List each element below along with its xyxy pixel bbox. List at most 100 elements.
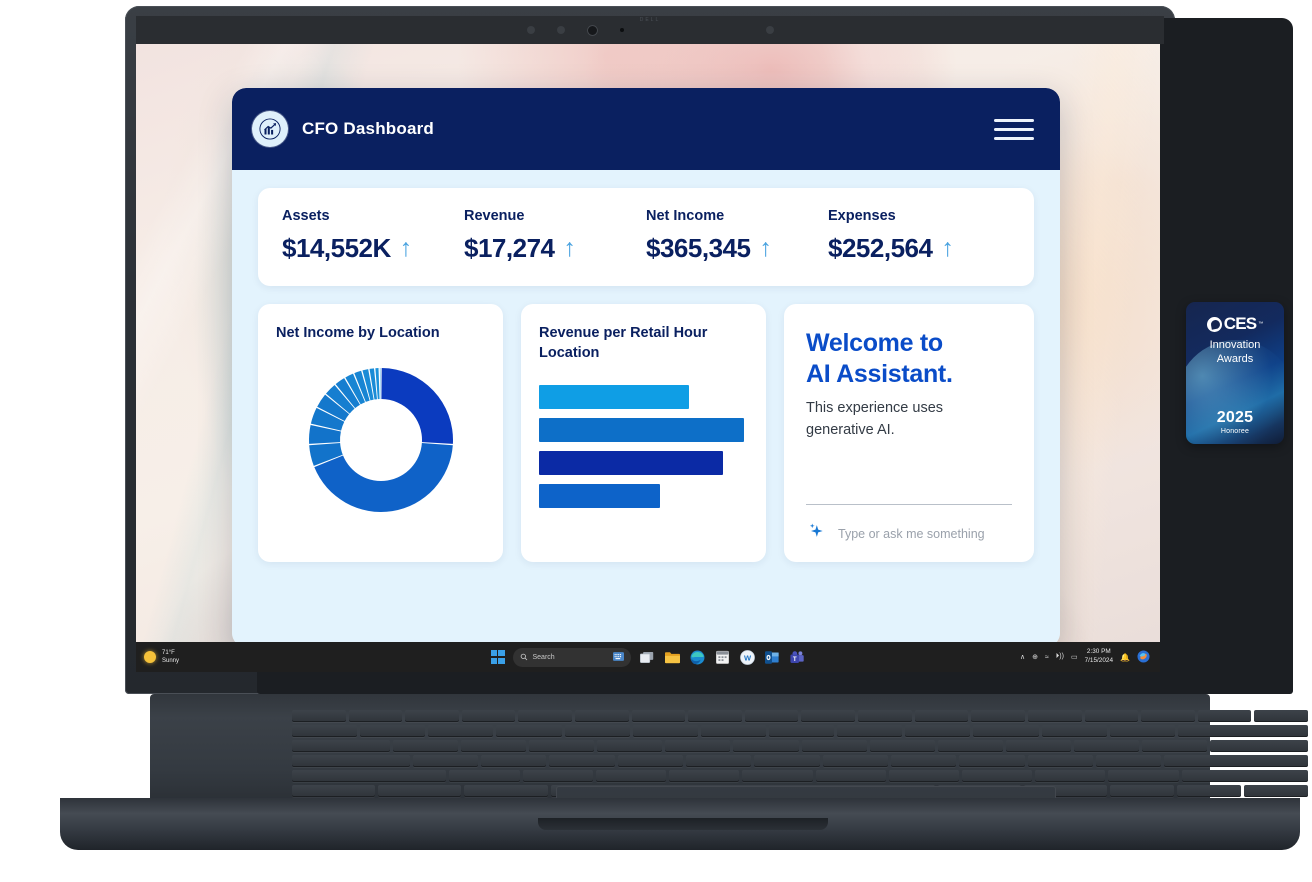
keyboard-key[interactable] [1074,740,1140,752]
keyboard-key[interactable] [1244,785,1309,797]
copilot-icon[interactable] [1137,649,1150,665]
keyboard-key[interactable] [575,710,629,722]
keyboard-key[interactable] [959,755,1025,767]
keyboard-key[interactable] [1084,710,1139,722]
donut-segment[interactable] [379,367,381,399]
keyboard-key[interactable] [1005,740,1072,752]
keyboard-key[interactable] [685,755,752,767]
keyboard-key[interactable] [858,710,912,722]
keyboard-key[interactable] [392,740,458,752]
keyboard-key[interactable] [522,770,593,782]
keyboard-key[interactable] [549,755,615,767]
keyboard-key[interactable] [1027,710,1082,722]
keyboard-key[interactable] [669,770,740,782]
taskbar-weather-widget[interactable]: 71°F Sunny [144,649,179,665]
keyboard-key[interactable] [888,770,959,782]
keyboard-key[interactable] [597,740,663,752]
keyboard-key[interactable] [292,785,376,797]
keyboard-key[interactable] [1142,740,1208,752]
keyboard-key[interactable] [754,755,820,767]
donut-segment[interactable] [308,424,341,444]
donut-segment[interactable] [316,394,349,421]
network-icon[interactable]: ⊕ [1032,654,1038,661]
donut-segment[interactable] [313,442,453,512]
word-icon[interactable]: W [739,649,756,666]
keyboard-key[interactable] [815,770,886,782]
keyboard-key[interactable] [837,725,903,737]
keyboard-key[interactable] [1109,725,1175,737]
keyboard-key[interactable] [1095,755,1162,767]
outlook-icon[interactable] [764,649,781,666]
wifi-icon[interactable]: ≈ [1044,653,1049,661]
keyboard-key[interactable] [1197,710,1252,722]
keyboard-key[interactable] [464,785,548,797]
donut-segment[interactable] [335,377,360,408]
keyboard-key[interactable] [768,725,835,737]
keyboard-key[interactable] [962,770,1033,782]
keyboard-key[interactable] [1254,710,1308,722]
keyboard-key[interactable] [937,740,1003,752]
keyboard-key[interactable] [617,755,683,767]
keyboard-key[interactable] [378,785,462,797]
keyboard-key[interactable] [292,725,358,737]
keyboard-key[interactable] [449,770,520,782]
donut-segment[interactable] [361,368,374,400]
keyboard-key[interactable] [564,725,630,737]
volume-icon[interactable]: ⏵)) [1055,653,1064,660]
keyboard-key[interactable] [973,725,1039,737]
bar-chart-bar[interactable] [539,451,723,476]
keyboard-key[interactable] [688,710,742,722]
keyboard-key[interactable] [1041,725,1107,737]
donut-segment[interactable] [308,442,343,466]
keyboard-key[interactable] [292,710,346,722]
keyboard-key[interactable] [1164,755,1308,767]
keyboard-key[interactable] [348,710,403,722]
keyboard-key[interactable] [733,740,799,752]
keyboard-key[interactable] [801,740,867,752]
keyboard-key[interactable] [595,770,667,782]
windows-start-icon[interactable] [490,650,505,664]
keyboard-key[interactable] [914,710,969,722]
battery-icon[interactable]: ▭ [1070,654,1078,661]
keyboard-key[interactable] [665,740,731,752]
keyboard-key[interactable] [700,725,766,737]
keyboard-key[interactable] [412,755,478,767]
keyboard-key[interactable] [480,755,547,767]
bar-chart-bar[interactable] [539,385,690,410]
keyboard-key[interactable] [1110,785,1175,797]
keyboard-key[interactable] [405,710,459,722]
keyboard-key[interactable] [971,710,1025,722]
keyboard-key[interactable] [496,725,562,737]
keyboard-key[interactable] [742,770,813,782]
copilot-keyboard-icon[interactable] [612,651,624,663]
laptop-keyboard[interactable] [292,710,1309,797]
keyboard-key[interactable] [890,755,957,767]
teams-icon[interactable]: T [789,649,806,666]
keyboard-key[interactable] [631,710,686,722]
donut-segment[interactable] [369,367,377,400]
keyboard-key[interactable] [801,710,856,722]
bar-chart-bar[interactable] [539,484,661,509]
keyboard-key[interactable] [822,755,888,767]
keyboard-key[interactable] [1177,725,1309,737]
keyboard-key[interactable] [1108,770,1179,782]
keyboard-key[interactable] [744,710,799,722]
keyboard-key[interactable] [292,770,447,782]
keyboard-key[interactable] [292,755,410,767]
ai-prompt-input[interactable]: Type or ask me something [806,504,1012,562]
keyboard-key[interactable] [428,725,494,737]
taskbar-clock[interactable]: 2:30 PM 7/15/2024 [1085,648,1113,666]
edge-browser-icon[interactable] [689,649,706,666]
keyboard-key[interactable] [1027,755,1093,767]
search-input[interactable]: Search [512,647,631,667]
keyboard-key[interactable] [869,740,935,752]
keyboard-key[interactable] [1035,770,1106,782]
keyboard-key[interactable] [528,740,595,752]
donut-segment[interactable] [344,373,365,404]
donut-segment[interactable] [325,384,355,414]
calendar-icon[interactable] [714,649,731,666]
keyboard-key[interactable] [1210,740,1309,752]
keyboard-key[interactable] [461,710,516,722]
hamburger-menu-icon[interactable] [994,118,1034,140]
keyboard-key[interactable] [518,710,573,722]
